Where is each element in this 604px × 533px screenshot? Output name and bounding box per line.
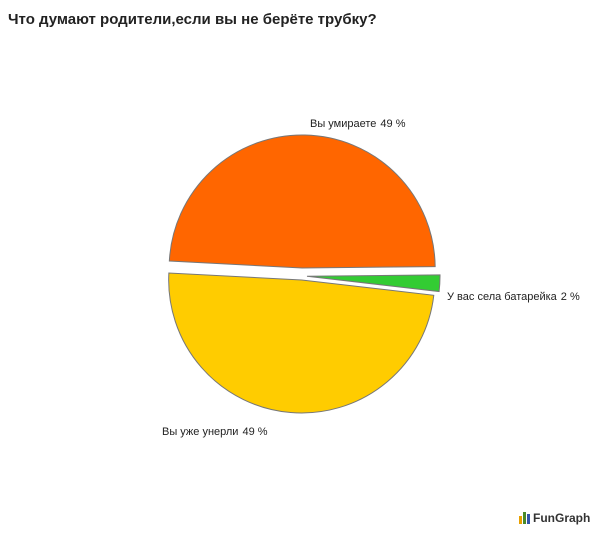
slice-label: Вы умираете 49 % — [310, 118, 406, 130]
pie-slice — [306, 274, 441, 293]
watermark: FunGraph — [533, 511, 590, 525]
slice-value: 49 % — [242, 426, 267, 438]
slice-label: У вас села батарейка 2 % — [447, 291, 580, 303]
watermark-icon — [519, 512, 530, 524]
slice-label: Вы уже унерли 49 % — [162, 426, 268, 438]
slice-value: 49 % — [380, 118, 405, 130]
pie-slice — [168, 272, 435, 414]
slice-value: 2 % — [561, 291, 580, 303]
slice-name: Вы уже унерли — [162, 426, 238, 438]
slice-name: Вы умираете — [310, 118, 376, 130]
chart-title: Что думают родители,если вы не берёте тр… — [8, 11, 377, 28]
slice-name: У вас села батарейка — [447, 291, 558, 303]
pie-slice — [168, 134, 436, 269]
